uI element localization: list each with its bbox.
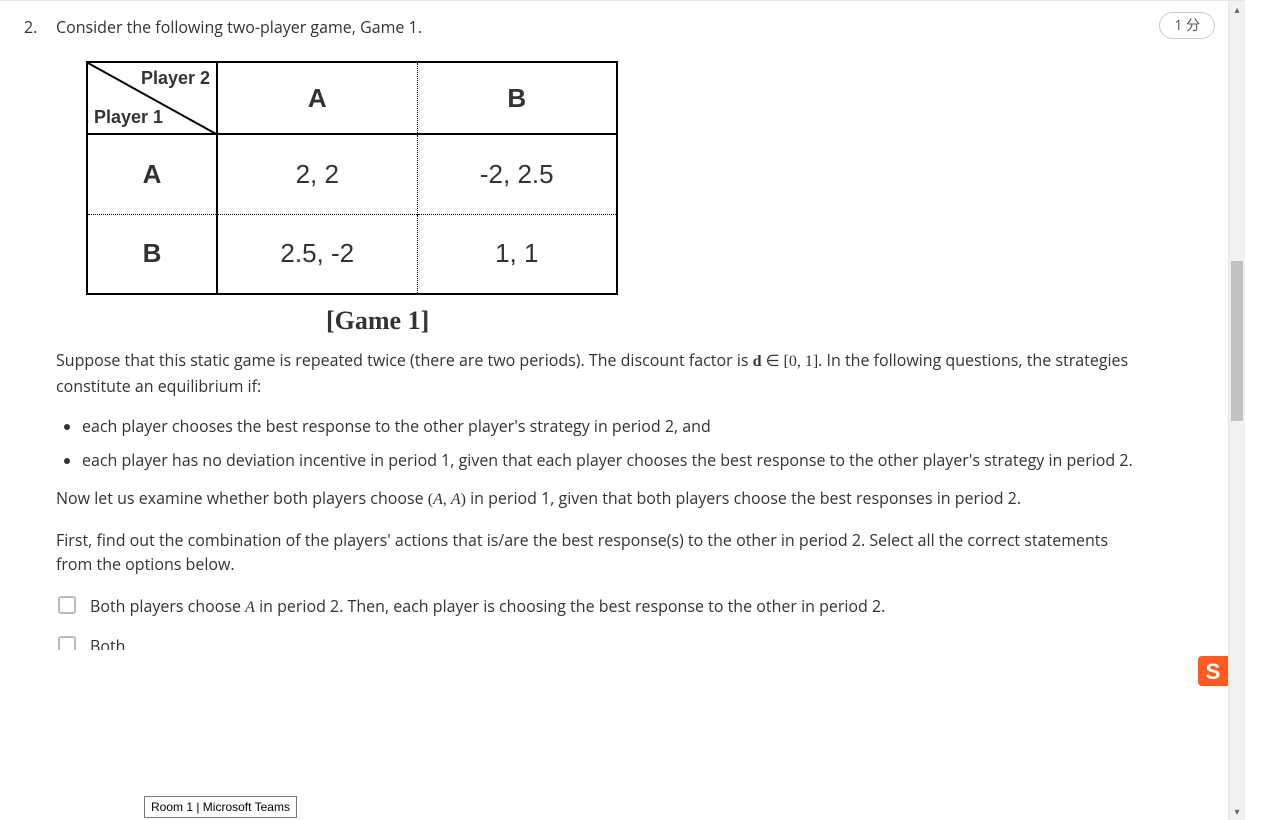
- row-header: A: [87, 134, 217, 214]
- opt-after: in period 2. Then, each player is choosi…: [255, 595, 885, 617]
- math-a: A: [245, 599, 255, 616]
- question-body: Consider the following two-player game, …: [56, 15, 1227, 650]
- table-corner: Player 2 Player 1: [87, 62, 217, 134]
- condition-item: each player has no deviation incentive i…: [82, 448, 1152, 472]
- vertical-scrollbar[interactable]: ▴ ▾: [1228, 1, 1245, 820]
- question-prompt: Consider the following two-player game, …: [56, 15, 1227, 39]
- task-paragraph: First, find out the combination of the p…: [56, 528, 1146, 576]
- table-caption: [Game 1]: [326, 301, 1227, 340]
- question-content: 2. Consider the following two-player gam…: [0, 1, 1245, 650]
- badge-letter: S: [1206, 656, 1221, 686]
- payoff-cell: 1, 1: [417, 214, 617, 294]
- math-discount: d ∈ [0, 1]: [753, 353, 819, 370]
- taskbar-tooltip: Room 1 | Microsoft Teams: [144, 796, 297, 818]
- payoff-table-wrap: Player 2 Player 1 A B A 2, 2 -2, 2.5: [86, 61, 1227, 340]
- checkbox[interactable]: [58, 636, 76, 650]
- payoff-cell: 2, 2: [217, 134, 417, 214]
- examine-paragraph: Now let us examine whether both players …: [56, 486, 1146, 512]
- condition-list: each player chooses the best response to…: [56, 414, 1227, 472]
- row-player-label: Player 1: [94, 104, 163, 131]
- examine-after: in period 1, given that both players cho…: [466, 487, 1021, 509]
- points-badge: 1 分: [1159, 12, 1215, 39]
- question-row: 2. Consider the following two-player gam…: [24, 15, 1227, 650]
- chevron-down-icon: ▾: [1234, 804, 1239, 819]
- col-header: A: [217, 62, 417, 134]
- chevron-up-icon: ▴: [1234, 2, 1239, 17]
- examine-before: Now let us examine whether both players …: [56, 487, 428, 509]
- option-text-cutoff: Both: [90, 634, 125, 650]
- col-header: B: [417, 62, 617, 134]
- intro-paragraph: Suppose that this static game is repeate…: [56, 348, 1146, 398]
- row-header: B: [87, 214, 217, 294]
- opt-before: Both players choose: [90, 595, 245, 617]
- col-player-label: Player 2: [141, 65, 210, 92]
- option-text: Both players choose A in period 2. Then,…: [90, 594, 885, 620]
- scroll-thumb[interactable]: [1231, 261, 1243, 421]
- payoff-cell: -2, 2.5: [417, 134, 617, 214]
- intro-text: Suppose that this static game is repeate…: [56, 349, 753, 371]
- scroll-up-button[interactable]: ▴: [1229, 1, 1245, 18]
- payoff-cell: 2.5, -2: [217, 214, 417, 294]
- answer-option[interactable]: Both players choose A in period 2. Then,…: [58, 594, 1227, 620]
- condition-item: each player chooses the best response to…: [82, 414, 1152, 438]
- question-number: 2.: [24, 15, 38, 39]
- answer-option-cutoff[interactable]: Both: [58, 634, 1227, 650]
- extension-badge[interactable]: S: [1198, 656, 1228, 686]
- math-aa: (A, A): [428, 491, 466, 508]
- checkbox[interactable]: [58, 596, 76, 614]
- page: 2. Consider the following two-player gam…: [0, 0, 1245, 820]
- payoff-table: Player 2 Player 1 A B A 2, 2 -2, 2.5: [86, 61, 618, 295]
- scroll-down-button[interactable]: ▾: [1229, 803, 1245, 820]
